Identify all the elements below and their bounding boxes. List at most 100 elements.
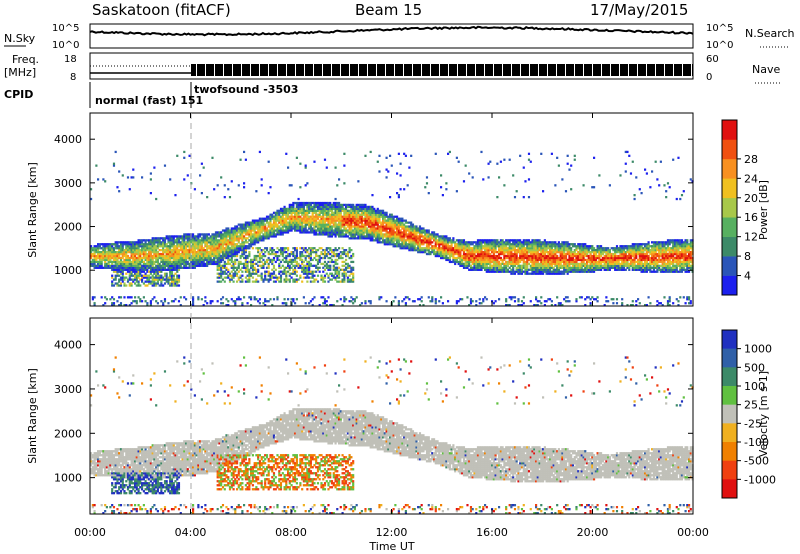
power-cell [508, 252, 511, 256]
power-cell [462, 262, 466, 266]
power-cell [93, 262, 96, 266]
power-cell [146, 258, 149, 262]
power-cell [285, 272, 288, 275]
power-cell [499, 268, 502, 271]
power-cell [302, 296, 305, 299]
power-cell [126, 266, 130, 269]
power-cell [148, 239, 151, 242]
power-cell [257, 239, 260, 242]
power-cell [128, 304, 131, 307]
power-cell [471, 249, 474, 252]
power-cell [290, 262, 293, 266]
power-cell [267, 160, 270, 163]
power-cell [241, 223, 244, 226]
power-cell [329, 201, 332, 205]
power-cell [452, 241, 455, 244]
power-cell [503, 158, 506, 161]
power-cell [524, 249, 527, 252]
power-cell [128, 251, 131, 254]
power-cell [281, 252, 284, 256]
power-cell [192, 300, 195, 303]
power-cell [206, 235, 209, 238]
power-cell [411, 235, 415, 238]
power-cell [156, 274, 159, 277]
power-cell [105, 254, 108, 258]
power-cell [153, 280, 156, 283]
power-cell [294, 266, 297, 269]
power-cell [443, 247, 446, 250]
power-cell [406, 239, 409, 242]
power-cell [279, 274, 283, 277]
power-cell [422, 241, 425, 244]
power-cell [214, 231, 218, 234]
power-cell [417, 298, 420, 301]
power-cell [104, 256, 107, 260]
power-cell [355, 231, 358, 234]
power-cell [267, 223, 270, 226]
power-cell [177, 241, 181, 244]
power-cell [221, 302, 225, 305]
power-cell [299, 217, 302, 220]
power-cell [399, 243, 402, 246]
power-cell [195, 237, 198, 240]
power-cell [295, 213, 298, 216]
power-cell [206, 247, 209, 250]
power-cell [287, 211, 290, 214]
power-cell [392, 300, 395, 303]
power-cell [350, 233, 353, 236]
power-cell [364, 229, 367, 232]
power-cell [225, 235, 228, 238]
power-cell [167, 268, 170, 271]
power-cell [109, 298, 112, 301]
power-cell [200, 252, 203, 256]
power-cell [313, 160, 316, 163]
power-cell [401, 223, 404, 226]
power-cell [292, 264, 295, 267]
power-cell [503, 245, 506, 248]
power-cell [374, 213, 378, 216]
power-cell [418, 233, 422, 236]
power-cell [200, 262, 203, 266]
power-cell [315, 229, 318, 232]
power-cell [207, 233, 210, 236]
power-cell [126, 245, 130, 248]
power-cell [118, 252, 121, 256]
power-cell [476, 262, 480, 266]
power-cell [385, 176, 388, 179]
power-cell [207, 256, 210, 260]
power-cell [496, 256, 499, 260]
power-cell [134, 258, 137, 262]
power-cell [480, 252, 483, 256]
power-cell [213, 251, 216, 254]
power-cell [278, 249, 281, 252]
power-cell [218, 264, 221, 267]
power-cell [230, 252, 233, 256]
power-cell [471, 256, 474, 260]
power-cell [109, 256, 112, 260]
power-cell [207, 237, 210, 240]
power-cell [197, 254, 200, 258]
power-cell [436, 254, 439, 258]
power-cell [403, 298, 406, 301]
power-cell [413, 229, 416, 232]
power-cell [176, 247, 179, 250]
power-cell [339, 231, 342, 234]
power-cell [301, 229, 304, 232]
power-cell [185, 262, 188, 266]
power-cell [251, 270, 254, 273]
power-cell [130, 245, 133, 248]
power-cell [165, 249, 168, 252]
power-cell [169, 268, 172, 271]
power-cell [165, 272, 168, 275]
power-cell [302, 225, 305, 228]
power-cell [345, 254, 348, 258]
power-cell [433, 252, 436, 256]
power-cell [206, 264, 209, 267]
power-cell [492, 268, 495, 271]
power-cell [220, 280, 223, 283]
power-cell [246, 256, 249, 260]
power-cell [158, 254, 161, 258]
power-cell [172, 241, 175, 244]
power-cell [179, 260, 182, 264]
power-cell [174, 280, 177, 283]
